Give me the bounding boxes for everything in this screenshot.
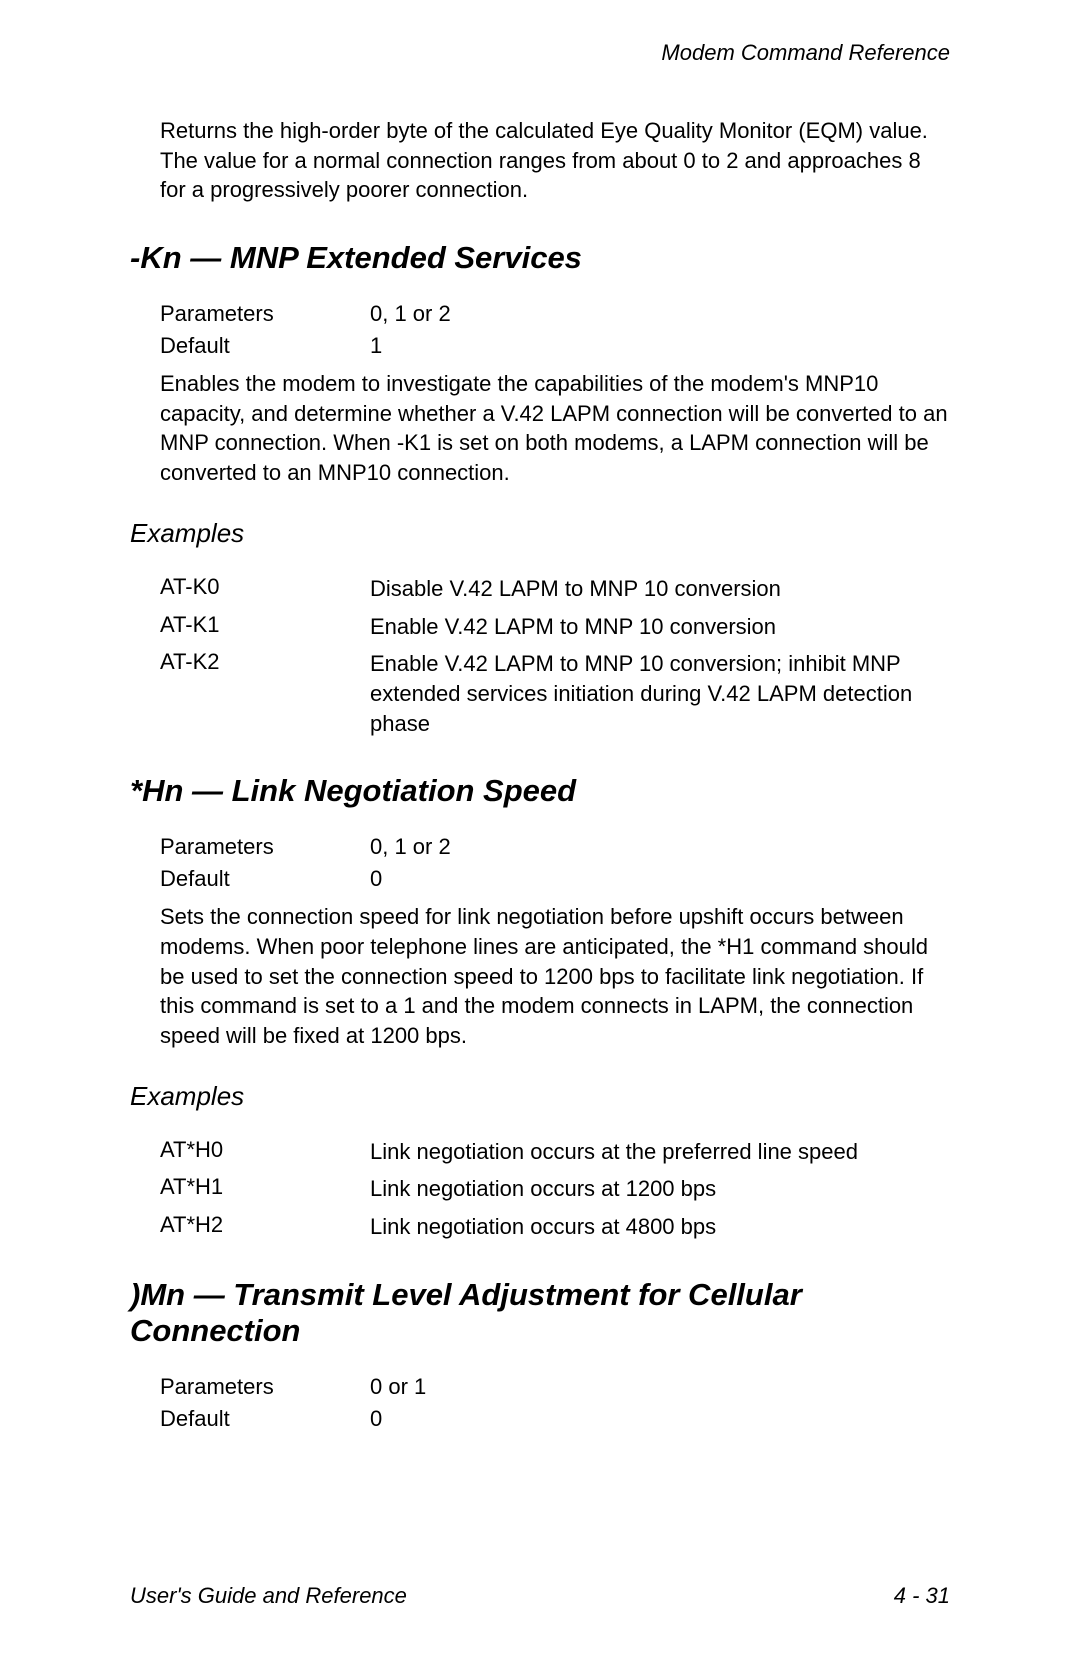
section-title-hn: *Hn — Link Negotiation Speed <box>130 773 950 809</box>
example-desc: Enable V.42 LAPM to MNP 10 conversion; i… <box>370 649 950 738</box>
section2-default-label: Default <box>160 866 370 892</box>
example-row: AT-K0 Disable V.42 LAPM to MNP 10 conver… <box>160 574 950 604</box>
example-desc: Link negotiation occurs at 1200 bps <box>370 1174 950 1204</box>
example-desc: Enable V.42 LAPM to MNP 10 conversion <box>370 612 950 642</box>
section-title-kn: -Kn — MNP Extended Services <box>130 240 950 276</box>
section3-default-value: 0 <box>370 1406 950 1432</box>
section3-params-value: 0 or 1 <box>370 1374 950 1400</box>
example-row: AT*H2 Link negotiation occurs at 4800 bp… <box>160 1212 950 1242</box>
example-row: AT-K1 Enable V.42 LAPM to MNP 10 convers… <box>160 612 950 642</box>
example-row: AT-K2 Enable V.42 LAPM to MNP 10 convers… <box>160 649 950 738</box>
section1-params: Parameters 0, 1 or 2 Default 1 <box>160 301 950 359</box>
section1-examples-table: AT-K0 Disable V.42 LAPM to MNP 10 conver… <box>160 574 950 738</box>
section2-description: Sets the connection speed for link negot… <box>160 902 950 1050</box>
example-cmd: AT-K2 <box>160 649 370 675</box>
example-cmd: AT-K0 <box>160 574 370 600</box>
section2-examples-label: Examples <box>130 1081 950 1112</box>
example-cmd: AT*H1 <box>160 1174 370 1200</box>
section3-default-label: Default <box>160 1406 370 1432</box>
section3-params: Parameters 0 or 1 Default 0 <box>160 1374 950 1432</box>
section1-params-label: Parameters <box>160 301 370 327</box>
section1-default-row: Default 1 <box>160 333 950 359</box>
section3-parameters-row: Parameters 0 or 1 <box>160 1374 950 1400</box>
section2-params-label: Parameters <box>160 834 370 860</box>
section-title-mn: )Mn — Transmit Level Adjustment for Cell… <box>130 1277 950 1349</box>
example-desc: Link negotiation occurs at the preferred… <box>370 1137 950 1167</box>
example-desc: Link negotiation occurs at 4800 bps <box>370 1212 950 1242</box>
section2-examples-table: AT*H0 Link negotiation occurs at the pre… <box>160 1137 950 1242</box>
example-cmd: AT-K1 <box>160 612 370 638</box>
section3-params-label: Parameters <box>160 1374 370 1400</box>
section2-parameters-row: Parameters 0, 1 or 2 <box>160 834 950 860</box>
example-row: AT*H0 Link negotiation occurs at the pre… <box>160 1137 950 1167</box>
section2-default-value: 0 <box>370 866 950 892</box>
section1-default-value: 1 <box>370 333 950 359</box>
example-row: AT*H1 Link negotiation occurs at 1200 bp… <box>160 1174 950 1204</box>
section2-params: Parameters 0, 1 or 2 Default 0 <box>160 834 950 892</box>
footer-right: 4 - 31 <box>894 1583 950 1609</box>
section2-default-row: Default 0 <box>160 866 950 892</box>
section1-default-label: Default <box>160 333 370 359</box>
section1-parameters-row: Parameters 0, 1 or 2 <box>160 301 950 327</box>
intro-paragraph: Returns the high-order byte of the calcu… <box>160 116 950 205</box>
page-footer: User's Guide and Reference 4 - 31 <box>130 1583 950 1609</box>
section2-params-value: 0, 1 or 2 <box>370 834 950 860</box>
section1-description: Enables the modem to investigate the cap… <box>160 369 950 488</box>
example-cmd: AT*H0 <box>160 1137 370 1163</box>
section1-examples-label: Examples <box>130 518 950 549</box>
section3-default-row: Default 0 <box>160 1406 950 1432</box>
example-desc: Disable V.42 LAPM to MNP 10 conversion <box>370 574 950 604</box>
section1-params-value: 0, 1 or 2 <box>370 301 950 327</box>
footer-left: User's Guide and Reference <box>130 1583 407 1609</box>
page-header: Modem Command Reference <box>130 40 950 66</box>
example-cmd: AT*H2 <box>160 1212 370 1238</box>
